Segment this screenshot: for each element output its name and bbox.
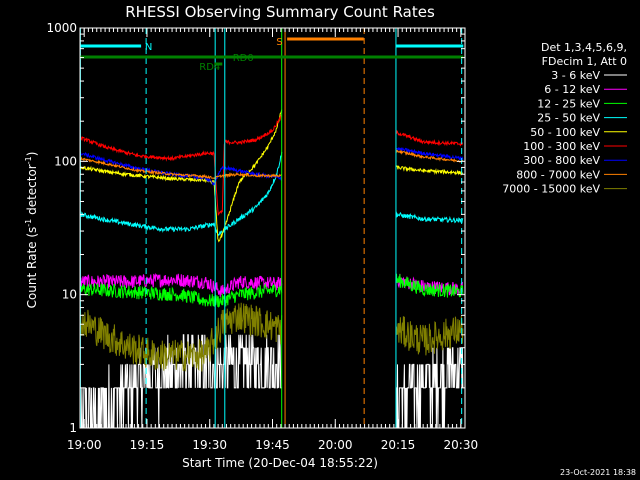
series-line-7-1 (395, 149, 464, 164)
x-tick-label: 19:45 (255, 438, 290, 452)
timestamp: 23-Oct-2021 18:38 (560, 468, 636, 477)
series-line-5-0 (80, 114, 282, 216)
series-line-0-1 (396, 347, 464, 429)
flag-bars: N RD0 RD4 S (80, 37, 464, 73)
series-line-3-0 (79, 151, 283, 237)
y-axis-label: Count Rate (s-1 detector-1) (24, 152, 39, 309)
y-axis-label-part: detector (25, 164, 39, 219)
series-line-2-1 (395, 273, 464, 298)
series-line-7-0 (80, 156, 282, 181)
x-tick-label: 20:30 (444, 438, 479, 452)
series-line-0-0 (80, 334, 282, 429)
y-tick-label: 100 (54, 154, 77, 168)
x-axis-label: Start Time (20-Dec-04 18:55:22) (182, 456, 378, 470)
y-tick-label: 1000 (46, 21, 77, 35)
legend-header-line: Det 1,3,4,5,6,9, (541, 41, 627, 54)
series-line-5-1 (395, 129, 464, 147)
x-tick-label: 19:30 (192, 438, 227, 452)
x-tick-label: 20:15 (381, 438, 416, 452)
series-line-1-0 (79, 272, 283, 297)
legend-entry-label: 6 - 12 keV (544, 83, 600, 96)
legend-entry-label: 800 - 7000 keV (516, 168, 600, 181)
x-tick-label: 20:00 (318, 438, 353, 452)
y-axis-label-sup: -1 (24, 219, 33, 227)
series-line-6-1 (395, 147, 464, 162)
flag-label: RD4 (199, 62, 220, 73)
legend-entry-label: 12 - 25 keV (537, 97, 600, 110)
legend-entry-label: 100 - 300 keV (523, 140, 600, 153)
flag-label: S (276, 37, 282, 48)
flag-label: N (145, 42, 152, 53)
legend-entry-label: 25 - 50 keV (537, 112, 600, 125)
y-tick-label: 1 (69, 421, 77, 435)
flag-label: RD0 (233, 53, 254, 64)
series-line-8-1 (395, 315, 464, 356)
chart-title: RHESSI Observing Summary Count Rates (125, 3, 435, 21)
series-line-8-0 (79, 302, 283, 372)
y-axis-label-sup: -1 (24, 156, 33, 164)
y-axis-label-part: ) (25, 152, 39, 157)
y-tick-label: 10 (62, 288, 77, 302)
legend-entry-label: 7000 - 15000 keV (502, 183, 600, 196)
legend-header-line: FDecim 1, Att 0 (542, 55, 627, 68)
legend-entry-label: 300 - 800 keV (523, 154, 600, 167)
series-line-2-0 (79, 282, 283, 308)
legend: Det 1,3,4,5,6,9, FDecim 1, Att 0 3 - 6 k… (502, 41, 627, 196)
legend-entry-label: 50 - 100 keV (530, 126, 600, 139)
legend-entry-label: 3 - 6 keV (551, 69, 600, 82)
x-tick-label: 19:00 (67, 438, 102, 452)
y-axis-label-part: Count Rate (s (25, 227, 39, 309)
plot-series (79, 109, 464, 429)
x-tick-label: 19:15 (130, 438, 165, 452)
series-line-4-1 (395, 165, 464, 176)
series-line-3-1 (395, 211, 464, 224)
axes: 1 10 100 1000 19:00 19:15 19:30 19:45 20:00 20:15… (46, 21, 478, 452)
